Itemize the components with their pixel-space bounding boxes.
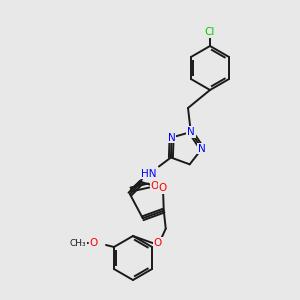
Text: N: N [168, 133, 176, 142]
Text: N: N [198, 144, 206, 154]
Text: O: O [159, 183, 167, 193]
Text: O: O [90, 238, 98, 248]
Text: CH₃: CH₃ [70, 238, 86, 247]
Text: Cl: Cl [205, 27, 215, 37]
Text: HN: HN [141, 169, 157, 178]
Text: O: O [154, 238, 162, 248]
Text: O: O [151, 181, 159, 190]
Text: N: N [187, 127, 195, 137]
